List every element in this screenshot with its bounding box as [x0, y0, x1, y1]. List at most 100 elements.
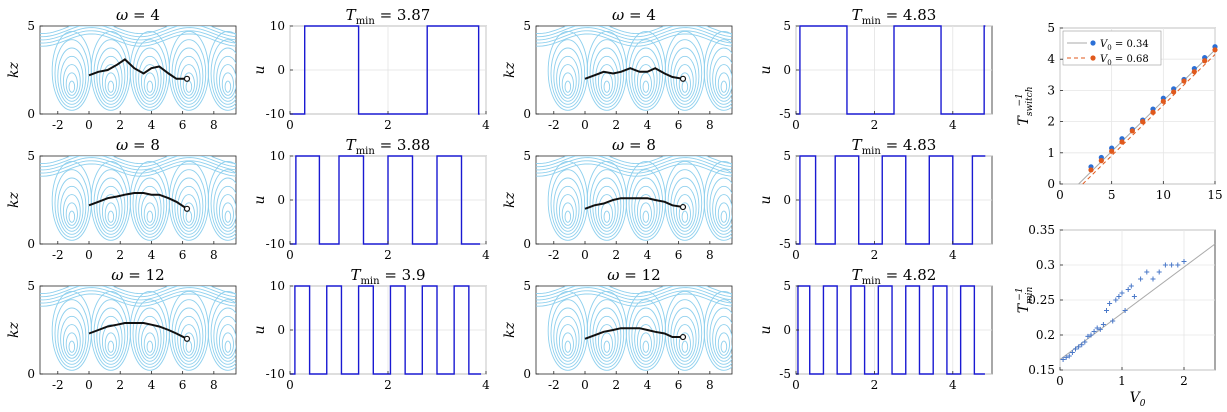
phase_a-streamlines: [40, 26, 236, 111]
switch-point: [1129, 128, 1135, 134]
streamline-loop: [603, 210, 611, 223]
streamline-loop: [717, 202, 730, 226]
streamline-loop: [57, 177, 87, 235]
control-ylabel: u: [252, 325, 268, 334]
streamline-loop: [564, 210, 572, 223]
tmin-xlabel: V0: [1130, 390, 1146, 409]
phase_b-streamlines: [536, 26, 732, 111]
streamline-arch: [536, 156, 732, 165]
switch-point: [1181, 78, 1187, 84]
control-y-tick-label: 5: [783, 279, 791, 293]
streamline-loop: [603, 340, 611, 353]
streamline-loop: [678, 332, 691, 356]
streamline-loop: [561, 332, 574, 356]
phase_a-streamlines: [40, 156, 236, 241]
streamline-loop: [600, 332, 613, 356]
streamline-loop: [589, 169, 625, 238]
control-signal: [796, 25, 986, 115]
streamline-loop: [642, 340, 650, 353]
streamline-loop: [681, 210, 689, 223]
phase_a-axes-frame: [39, 155, 237, 245]
switch-point: [1119, 139, 1125, 145]
switch-y-tick-label: 3: [1047, 83, 1055, 97]
tmin-point: [1110, 318, 1116, 324]
streamline-arch: [40, 287, 236, 301]
streamline-loop: [213, 307, 236, 365]
streamline-loop: [179, 324, 198, 359]
streamline-loop: [62, 194, 81, 229]
streamline-loop: [213, 47, 236, 105]
streamline-loop: [628, 169, 664, 238]
streamline-loop: [631, 47, 661, 105]
tmin-ylabel: Tmin−1: [1015, 287, 1035, 314]
fit-line: [1059, 243, 1216, 360]
streamline-loop: [143, 72, 156, 96]
tmin-point: [1060, 357, 1066, 362]
phase-ylabel: kz: [6, 191, 22, 207]
streamline-loop: [712, 55, 732, 102]
switch-point: [1191, 69, 1197, 75]
trajectory-endpoint: [183, 335, 191, 342]
control-y-tick-label: 0: [277, 193, 285, 207]
phase-ylabel: kz: [502, 321, 518, 337]
legend-label: V0 = 0.34: [1100, 39, 1149, 52]
tmin-x-tick-label: 0: [1056, 374, 1064, 388]
streamline-loop: [219, 194, 236, 229]
control-y-tick-label: -10: [266, 237, 285, 251]
tmin-point: [1100, 322, 1106, 327]
streamline-loop: [717, 332, 730, 356]
control-title: Tmin = 4.83: [852, 6, 937, 27]
streamline-loop: [146, 80, 154, 93]
trajectory-endpoint: [679, 333, 687, 341]
tmin-point: [1156, 269, 1162, 275]
streamline-loop: [60, 55, 84, 102]
streamline-arch: [40, 33, 236, 47]
streamline-loop: [595, 185, 619, 232]
control-y-tick-label: 10: [270, 19, 285, 33]
streamline-loop: [673, 315, 697, 362]
switch-point: [1171, 89, 1177, 95]
control-signal: [796, 285, 985, 375]
streamline-loop: [65, 202, 78, 226]
streamline-arch: [40, 26, 236, 35]
streamline-loop: [675, 194, 694, 229]
streamline-loop: [564, 340, 572, 353]
phase-ylabel: kz: [502, 191, 518, 207]
streamline-loop: [182, 332, 195, 356]
streamline-loop: [65, 332, 78, 356]
tmin-point: [1073, 346, 1078, 352]
phase-ylabel: kz: [6, 321, 22, 337]
streamline-loop: [171, 39, 207, 108]
streamline-loop: [634, 55, 658, 102]
phase-y-tick-label: 5: [523, 149, 531, 163]
phase_a-streamlines: [40, 286, 236, 371]
phase-y-tick-label: 0: [27, 237, 35, 251]
streamline-loop: [179, 194, 198, 229]
streamline-loop: [561, 72, 574, 96]
phase-x-tick-label: 0: [85, 118, 93, 132]
streamline-loop: [715, 324, 732, 359]
streamline-loop: [634, 185, 658, 232]
control-y-tick-label: 10: [270, 279, 285, 293]
tmin-point: [1063, 354, 1069, 360]
streamline-loop: [182, 202, 195, 226]
phase-title: ω = 12: [607, 266, 660, 284]
streamline-loop: [68, 80, 76, 93]
streamline-loop: [564, 80, 572, 93]
control-ylabel: u: [758, 325, 774, 334]
streamline-loop: [720, 340, 728, 353]
streamline-loop: [135, 307, 165, 365]
control-y-tick-label: 10: [270, 149, 285, 163]
tmin-point: [1150, 276, 1156, 282]
streamline-loop: [556, 315, 580, 362]
streamline-loop: [135, 47, 165, 105]
streamline-loop: [597, 194, 616, 229]
streamline-loop: [715, 194, 732, 229]
control-title: Tmin = 4.82: [852, 266, 937, 287]
streamline-loop: [96, 47, 126, 105]
streamline-loop: [138, 55, 162, 102]
streamline-loop: [219, 64, 236, 99]
tmin-point: [1169, 262, 1175, 268]
streamline-loop: [703, 161, 732, 241]
